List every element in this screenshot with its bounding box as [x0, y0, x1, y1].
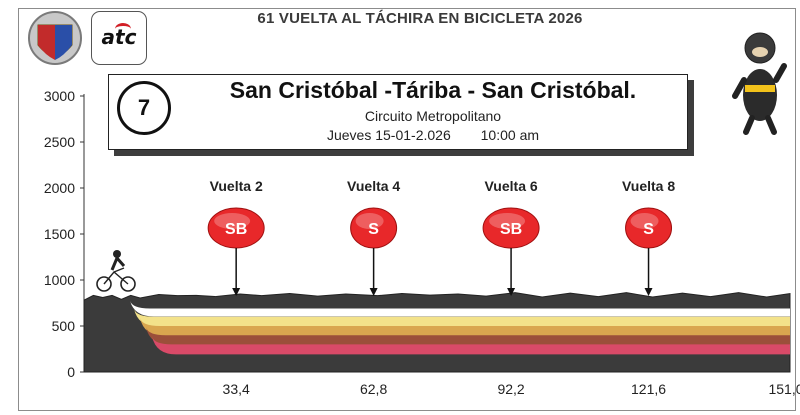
lap-label: Vuelta 8	[622, 178, 675, 194]
marker-arrowhead	[232, 288, 241, 296]
badge-gloss	[630, 213, 659, 229]
y-tick-label: 1000	[44, 272, 75, 288]
y-tick-label: 2000	[44, 180, 75, 196]
x-tick-label: 33,4	[223, 381, 250, 397]
stage-number: 7	[117, 81, 171, 135]
marker-arrowhead	[644, 288, 653, 296]
rider-head	[113, 250, 121, 258]
lap-label: Vuelta 6	[484, 178, 537, 194]
marker-arrowhead	[507, 288, 516, 296]
lap-markers: Vuelta 2 SB Vuelta 4 S Vuelta 6 SB Vuelta 8 S	[207, 178, 675, 296]
cyclist-icon	[96, 250, 136, 292]
y-tick-label: 0	[67, 364, 75, 380]
y-tick-label: 3000	[44, 88, 75, 104]
crest-logo	[28, 11, 82, 65]
lap-label: Vuelta 4	[347, 178, 400, 194]
badge-text: SB	[500, 221, 522, 238]
badge-text: SB	[225, 221, 247, 238]
badge-text: S	[643, 221, 654, 238]
x-tick-label: 92,2	[497, 381, 524, 397]
x-tick-label: 151,0	[768, 381, 800, 397]
stage-date: Jueves 15-01-2.026	[326, 127, 451, 143]
logo-swoosh-icon	[115, 23, 131, 35]
y-tick-label: 2500	[44, 134, 75, 150]
mascot-body	[743, 69, 777, 121]
lap-label: Vuelta 2	[210, 178, 263, 194]
profile-band	[152, 336, 790, 355]
profile-band	[134, 308, 790, 327]
stage-info-box: 7 San Cristóbal -Táriba - San Cristóbal.…	[108, 74, 688, 150]
bike-frame	[103, 267, 129, 285]
y-tick-label: 1500	[44, 226, 75, 242]
badge-gloss	[355, 213, 384, 229]
atc-logo: atc	[91, 11, 147, 65]
badge-text: S	[368, 221, 379, 238]
wheel-back	[96, 276, 112, 292]
crest-blue	[55, 25, 72, 60]
stage-route: San Cristóbal -Táriba - San Cristóbal.	[229, 77, 637, 103]
chart-frame	[18, 8, 796, 411]
mascot-arms	[732, 63, 787, 99]
profile-band	[140, 318, 790, 336]
x-tick-label: 62,8	[360, 381, 387, 397]
profile-band	[130, 300, 790, 317]
badge-gloss	[489, 213, 526, 229]
atc-logo-text: atc	[101, 25, 137, 49]
y-tick-label: 500	[52, 318, 76, 334]
badge-gloss	[214, 213, 251, 229]
stage-time: 10:00 am	[480, 127, 540, 143]
mascot-icon	[732, 32, 787, 135]
crest-red	[38, 25, 55, 60]
wheel-front	[120, 276, 136, 292]
profile-band-layer	[130, 300, 790, 355]
race-title: 61 VUELTA AL TÁCHIRA EN BICICLETA 2026	[257, 10, 583, 27]
stage-circuit: Circuito Metropolitano	[364, 108, 502, 124]
decorations	[28, 11, 787, 292]
marker-arrowhead	[369, 288, 378, 296]
mascot-stripe	[745, 85, 775, 92]
profile-band	[146, 327, 790, 346]
stage-datetime: Jueves 15-01-2.026 10:00 am	[183, 127, 683, 143]
mascot-face	[752, 47, 768, 57]
mascot-legs	[743, 115, 777, 135]
x-tick-label: 121,6	[631, 381, 666, 397]
chart-axes: 0 500 1000 1500 2000 2500 3000 33,4 62,8 92,2 121,…	[44, 88, 800, 397]
